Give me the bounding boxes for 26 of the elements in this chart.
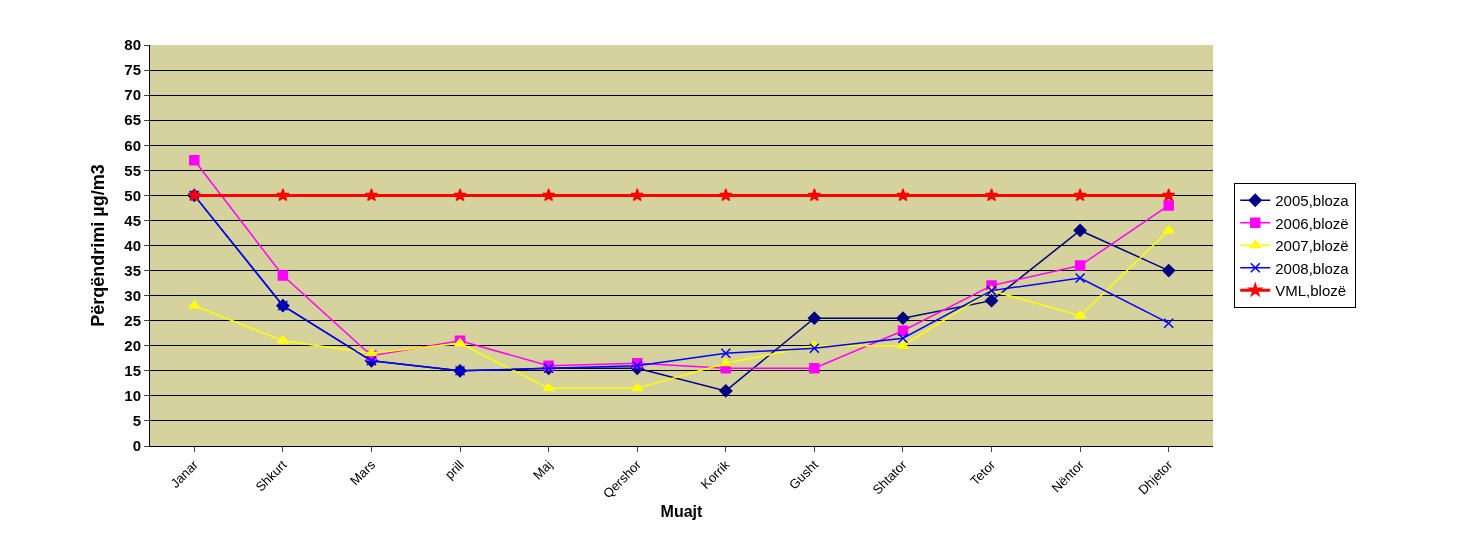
legend-label: 2007,blozë [1275,237,1349,255]
x-axis-title: Muajt [660,502,704,520]
y-axis-title: Përqëndrimi µg/m3 [88,164,108,327]
y-tick-label: 60 [124,136,141,154]
x-tick-label: Maj [529,457,556,483]
y-tick-label: 0 [132,437,141,455]
y-tick-label: 20 [124,337,141,354]
y-tick-label: 75 [124,61,141,79]
legend-label: 2006,blozë [1275,214,1349,232]
y-tick-label: 30 [124,286,141,304]
y-tick-label: 45 [124,211,141,229]
y-tick-label: 80 [124,36,141,54]
legend-label: 2005,bloza [1275,192,1350,210]
y-tick-label: 65 [124,111,141,129]
legend-label: VML,blozë [1275,282,1347,300]
y-tick-label: 15 [124,362,141,380]
y-tick-label: 35 [124,261,141,279]
y-tick-label: 40 [124,236,141,254]
x-tick-label: prill [441,457,467,483]
y-tick-label: 10 [124,387,141,405]
y-tick-label: 55 [124,161,141,179]
y-tick-label: 50 [124,186,141,204]
y-tick-label: 25 [124,311,141,329]
legend-label: 2008,bloza [1275,259,1350,277]
y-tick-label: 5 [132,412,141,430]
y-tick-label: 70 [124,86,141,104]
